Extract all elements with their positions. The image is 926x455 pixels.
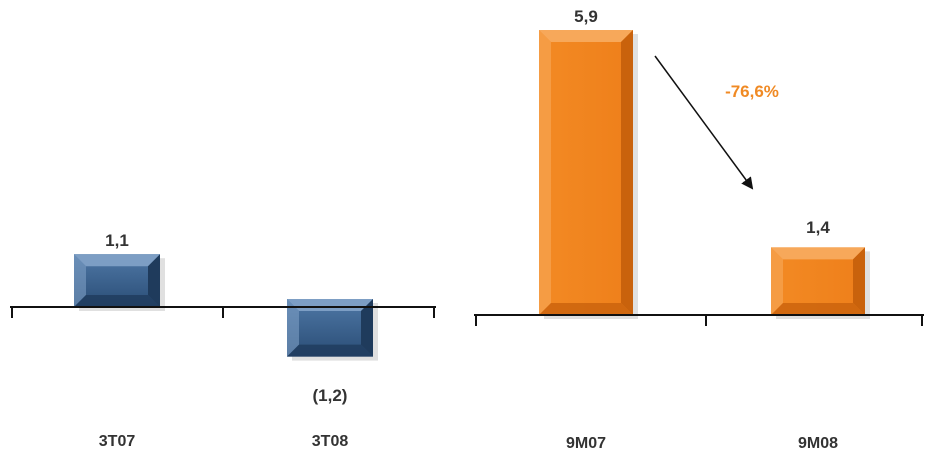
bars-right [539, 30, 870, 319]
data-label-3t08: (1,2) [313, 386, 348, 405]
decrease-arrow [654, 55, 754, 190]
bar-9m07 [539, 30, 638, 319]
category-label-3t08: 3T08 [312, 433, 349, 450]
data-label-9m08: 1,4 [806, 218, 830, 237]
chart-left: 1,1 (1,2) 3T07 3T08 [10, 231, 436, 450]
bar-3t07 [74, 254, 165, 311]
bars-left [74, 254, 378, 361]
data-label-9m07: 5,9 [574, 7, 598, 26]
bar-9m08 [771, 247, 870, 319]
change-annotation: -76,6% [725, 82, 779, 101]
category-label-3t07: 3T07 [99, 433, 136, 450]
category-label-9m08: 9M08 [798, 435, 838, 452]
chart-right: 5,9 1,4 9M07 9M08 -76,6% [474, 7, 924, 452]
bar-3t08 [287, 299, 378, 361]
category-label-9m07: 9M07 [566, 435, 606, 452]
data-label-3t07: 1,1 [105, 231, 129, 250]
